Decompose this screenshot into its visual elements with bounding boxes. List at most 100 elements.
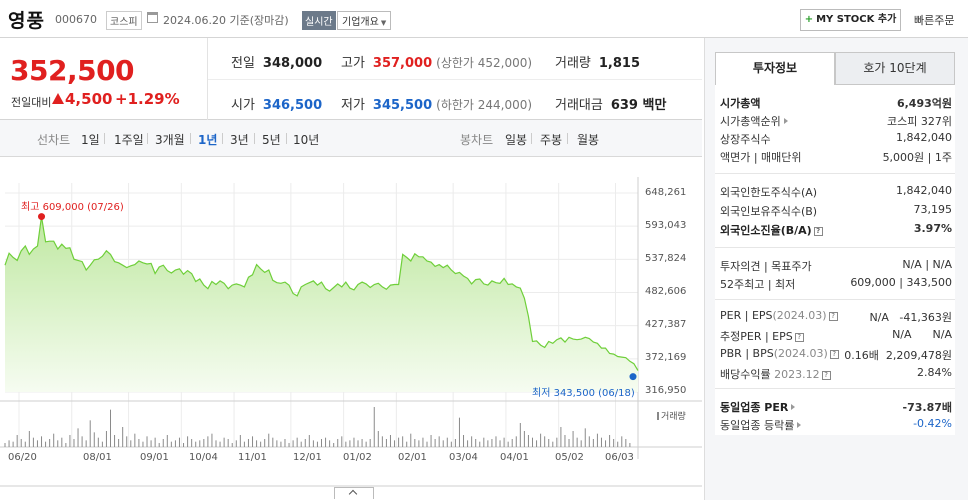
tab-divider — [254, 133, 255, 144]
tab-1y[interactable]: 1년 — [198, 133, 218, 147]
dividend-label: 배당수익률 — [720, 368, 771, 381]
volume-bar — [519, 423, 521, 447]
realtime-button[interactable]: 실시간 — [302, 11, 336, 30]
x-tick-label: 06/03 — [605, 452, 634, 463]
stat-label: 고가 — [341, 56, 365, 71]
bps-label: BPS — [752, 347, 774, 360]
tab-candle-chart[interactable]: 봉차트 — [460, 133, 494, 147]
tab-1w[interactable]: 1주일 — [114, 133, 144, 147]
y-tick-label: 372,169 — [645, 352, 687, 363]
volume-bar — [187, 436, 189, 447]
tab-order-book[interactable]: 호가 10단계 — [835, 52, 955, 85]
volume-bar — [20, 439, 22, 447]
volume-bar — [621, 436, 623, 447]
volume-bar — [97, 437, 99, 447]
x-tick-label: 04/01 — [500, 452, 529, 463]
add-my-stock-button[interactable]: + MY STOCK 추가 — [800, 9, 901, 31]
row-label-text: 동일업종 등락률 — [720, 419, 795, 432]
collapse-chart-button[interactable] — [334, 487, 374, 499]
section-divider — [715, 247, 955, 248]
quick-order-link[interactable]: 빠른주문 — [914, 14, 955, 27]
y-tick-label: 593,043 — [645, 220, 687, 231]
volume-bar — [483, 437, 485, 447]
volume-bar — [487, 440, 489, 447]
stat-label: 시가 — [231, 98, 255, 113]
volume-bar — [321, 439, 322, 447]
tab-weekly[interactable]: 주봉 — [540, 133, 563, 147]
volume-bar — [556, 437, 558, 447]
volume-bar — [231, 443, 233, 447]
volume-bar — [418, 440, 420, 447]
volume-bar — [101, 441, 103, 447]
volume-bar — [503, 437, 505, 447]
stat-label: 전일 — [231, 56, 255, 71]
row-label: 시가총액 — [720, 97, 761, 110]
tab-investment-info[interactable]: 투자정보 — [715, 52, 835, 85]
volume-bar — [28, 431, 30, 447]
volume-bar — [77, 428, 79, 447]
eps-value: -41,363원 — [899, 311, 952, 324]
tab-3m[interactable]: 3개월 — [155, 133, 185, 147]
volume-bar — [475, 439, 477, 447]
volume-bar — [394, 440, 396, 447]
volume-bar — [552, 441, 554, 447]
volume-bar — [235, 440, 237, 447]
price-chart[interactable] — [0, 157, 702, 500]
volume-bar — [276, 440, 278, 447]
volume-bar — [227, 439, 229, 447]
per-label: PER — [720, 309, 742, 322]
volume-bar — [410, 433, 412, 447]
tab-1d[interactable]: 1일 — [81, 133, 100, 147]
volume-bar — [560, 427, 562, 447]
info-icon[interactable]: ? — [828, 312, 838, 321]
volume-bar — [256, 440, 258, 447]
tab-3y[interactable]: 3년 — [230, 133, 249, 147]
section-divider — [715, 299, 955, 300]
volume-bar — [527, 435, 529, 447]
info-icon[interactable]: ? — [794, 333, 804, 342]
company-overview-dropdown[interactable]: 기업개요 ▼ — [337, 11, 392, 30]
row-value: 코스피 327위 — [887, 115, 952, 128]
lower-limit: (하한가 244,000) — [436, 98, 533, 112]
per-eps-row: PER | EPS(2024.03)? N/A -41,363원 — [720, 309, 952, 326]
volume-bar — [146, 436, 148, 447]
volume-bar — [613, 439, 615, 447]
stat-value: 1,815 — [598, 56, 641, 71]
volume-bar — [142, 441, 144, 447]
info-icon[interactable]: ? — [813, 227, 823, 236]
volume-bar — [65, 443, 67, 447]
info-icon[interactable]: ? — [829, 350, 839, 359]
tab-10y[interactable]: 10년 — [293, 133, 320, 147]
tab-line-chart[interactable]: 선차트 — [37, 133, 71, 147]
tab-5y[interactable]: 5년 — [262, 133, 281, 147]
tab-divider — [104, 133, 105, 144]
volume-legend-swatch — [657, 412, 659, 420]
volume-bar — [592, 439, 594, 447]
volume-bar — [45, 441, 47, 447]
volume-bar — [296, 437, 298, 447]
stat-value: 357,000 — [372, 56, 433, 71]
investment-info-content: 시가총액 6,493억원 시가총액순위 코스피 327위 상장주식수 1,842… — [715, 85, 955, 435]
row-value: 609,000 | 343,500 — [850, 276, 952, 289]
foreign-ratio-row: 외국인소진율(B/A)? 3.97% — [720, 222, 952, 239]
volume-bar — [523, 431, 525, 447]
volume-bar — [4, 443, 6, 447]
volume-legend-label: 거래량 — [661, 412, 686, 422]
volume-bar — [130, 440, 132, 447]
volume-bar — [499, 440, 501, 447]
x-tick-label: 08/01 — [83, 452, 112, 463]
divider — [208, 79, 702, 80]
volume-bar — [8, 440, 10, 447]
tab-monthly[interactable]: 월봉 — [577, 133, 600, 147]
volume-bar — [381, 436, 383, 447]
x-tick-label: 02/01 — [398, 452, 427, 463]
row-value: N/A -41,363원 — [869, 309, 952, 325]
info-icon[interactable]: ? — [821, 371, 831, 380]
price-box: 352,500 전일대비 4,500 +1.29% — [0, 38, 208, 120]
volume-bar — [353, 437, 355, 447]
row-label: 외국인소진율(B/A)? — [720, 222, 823, 238]
volume-bar — [272, 437, 274, 447]
tab-daily[interactable]: 일봉 — [505, 133, 528, 147]
volume-bar — [365, 441, 367, 447]
volume-bar — [105, 431, 107, 447]
